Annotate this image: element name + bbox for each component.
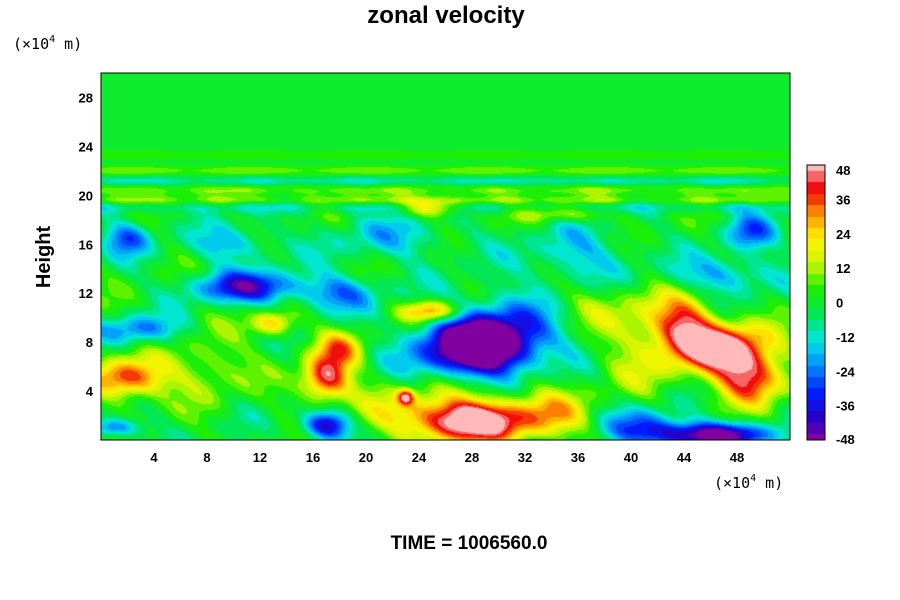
y-tick-label: 8 <box>86 335 93 350</box>
y-tick-labels: 4 8 12 16 20 24 28 <box>79 90 94 399</box>
x-tick-label: 24 <box>412 450 427 465</box>
colorbar-tick-label: -48 <box>836 432 855 447</box>
plot-frame <box>100 72 791 441</box>
x-tick-label: 20 <box>359 450 373 465</box>
colorbar-tick-labels: 48 36 24 12 0 -12 -24 -36 -48 <box>836 163 856 447</box>
heatmap-plot <box>100 72 791 441</box>
y-axis-unit-exponent: 4 <box>49 34 55 45</box>
y-tick-label: 4 <box>86 384 94 399</box>
x-axis-unit-tail: m) <box>756 474 783 492</box>
x-tick-label: 28 <box>465 450 479 465</box>
y-tick-label: 20 <box>79 188 93 203</box>
colorbar-tick-label: 36 <box>836 192 850 207</box>
colorbar-tick-label: -36 <box>836 399 855 414</box>
y-axis-unit-tail: m) <box>55 35 82 53</box>
x-axis-unit-base: (×10 <box>714 474 750 492</box>
x-tick-label: 44 <box>677 450 692 465</box>
x-tick-label: 12 <box>253 450 267 465</box>
x-tick-label: 40 <box>624 450 638 465</box>
colorbar-tick-label: 48 <box>836 163 850 178</box>
colorbar-tick-label: 12 <box>836 261 850 276</box>
colorbar-tick-label: -12 <box>836 330 855 345</box>
y-tick-label: 16 <box>79 237 93 252</box>
colorbar-frame <box>806 164 826 441</box>
x-tick-label: 36 <box>571 450 585 465</box>
y-tick-label: 12 <box>79 286 93 301</box>
y-tick-label: 28 <box>79 90 93 105</box>
x-tick-label: 16 <box>306 450 320 465</box>
x-tick-label: 48 <box>730 450 744 465</box>
x-tick-label: 8 <box>203 450 210 465</box>
time-label: TIME = 1006560.0 <box>391 533 548 554</box>
colorbar-tick-label: 24 <box>836 227 851 242</box>
colorbar-canvas <box>807 165 825 440</box>
colorbar-tick-label: -24 <box>836 364 856 379</box>
x-axis-unit: (×104 m) <box>714 473 783 492</box>
x-tick-label: 32 <box>518 450 532 465</box>
colorbar-tick-label: 0 <box>836 296 843 311</box>
chart-title: zonal velocity <box>367 2 525 29</box>
x-tick-label: 4 <box>150 450 158 465</box>
y-axis-unit-base: (×10 <box>13 35 49 53</box>
y-axis-unit: (×104 m) <box>13 34 82 53</box>
y-tick-label: 24 <box>79 139 94 154</box>
y-axis-label: Height <box>33 226 55 289</box>
x-axis-unit-exponent: 4 <box>750 473 756 484</box>
x-tick-labels: 4 8 12 16 20 24 28 32 36 40 44 48 <box>150 450 744 465</box>
colorbar: 48 36 24 12 0 -12 -24 -36 -48 <box>806 163 856 447</box>
heatmap-canvas <box>101 73 790 440</box>
